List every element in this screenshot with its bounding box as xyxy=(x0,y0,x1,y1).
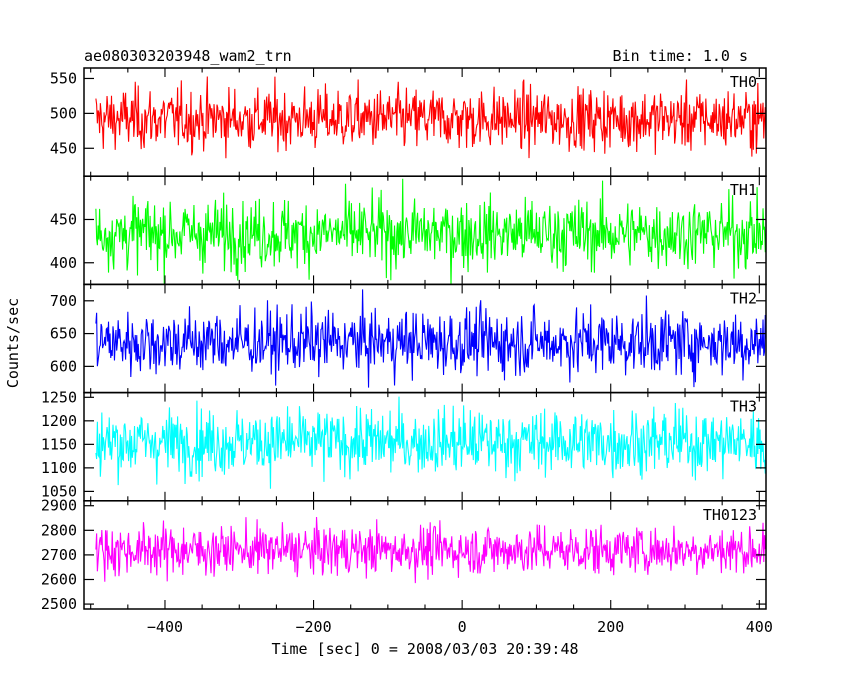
x-tick-label: 0 xyxy=(458,618,467,636)
x-axis: −400 −200 0 200 400 xyxy=(147,618,773,636)
panel-th0123: 2500 2600 2700 2800 2900 TH0123 xyxy=(41,497,767,613)
y-tick-label: 2800 xyxy=(41,521,77,539)
y-tick-label: 1050 xyxy=(41,482,77,500)
x-tick-label: 200 xyxy=(597,618,624,636)
series-label-th3: TH3 xyxy=(730,398,757,416)
y-tick-label: 2900 xyxy=(41,497,77,515)
y-tick-label: 500 xyxy=(50,104,77,122)
y-tick-label: 1250 xyxy=(41,388,77,406)
series-label-th0123: TH0123 xyxy=(703,506,757,524)
y-tick-label: 600 xyxy=(50,357,77,375)
series-line-th3 xyxy=(95,396,766,489)
y-tick-label: 1200 xyxy=(41,412,77,430)
x-tick-label: −200 xyxy=(295,618,331,636)
series-line-th2 xyxy=(95,289,766,388)
x-tick-label: 400 xyxy=(746,618,773,636)
y-tick-label: 2700 xyxy=(41,546,77,564)
y-tick-label: 550 xyxy=(50,69,77,87)
y-tick-label: 650 xyxy=(50,325,77,343)
y-tick-label: 1100 xyxy=(41,459,77,477)
panel-th2: 600 650 700 TH2 xyxy=(50,283,767,394)
chart-title-left: ae080303203948_wam2_trn xyxy=(84,47,292,65)
y-tick-label: 1150 xyxy=(41,435,77,453)
panel-th3: 1050 1100 1150 1200 1250 TH3 xyxy=(41,388,767,502)
panel-th0: 450 500 550 TH0 xyxy=(50,67,767,177)
y-axis-label: Counts/sec xyxy=(4,298,22,388)
series-line-th1 xyxy=(95,178,766,285)
series-line-th0123 xyxy=(95,516,766,584)
chart-title-right: Bin time: 1.0 s xyxy=(613,47,748,65)
y-tick-label: 2500 xyxy=(41,595,77,613)
y-tick-label: 2600 xyxy=(41,570,77,588)
series-label-th2: TH2 xyxy=(730,289,757,307)
panels-group: 450 500 550 TH0 400 450 TH1 600 650 700 TH2 1050 110… xyxy=(41,67,767,613)
y-tick-label: 450 xyxy=(50,210,77,228)
series-label-th0: TH0 xyxy=(730,73,757,91)
panel-th1: 400 450 TH1 xyxy=(50,175,767,286)
series-line-th0 xyxy=(95,76,766,159)
y-tick-label: 700 xyxy=(50,292,77,310)
x-axis-label: Time [sec] 0 = 2008/03/03 20:39:48 xyxy=(271,640,578,658)
y-tick-label: 400 xyxy=(50,254,77,272)
y-tick-label: 450 xyxy=(50,139,77,157)
x-tick-label: −400 xyxy=(147,618,183,636)
series-label-th1: TH1 xyxy=(730,181,757,199)
